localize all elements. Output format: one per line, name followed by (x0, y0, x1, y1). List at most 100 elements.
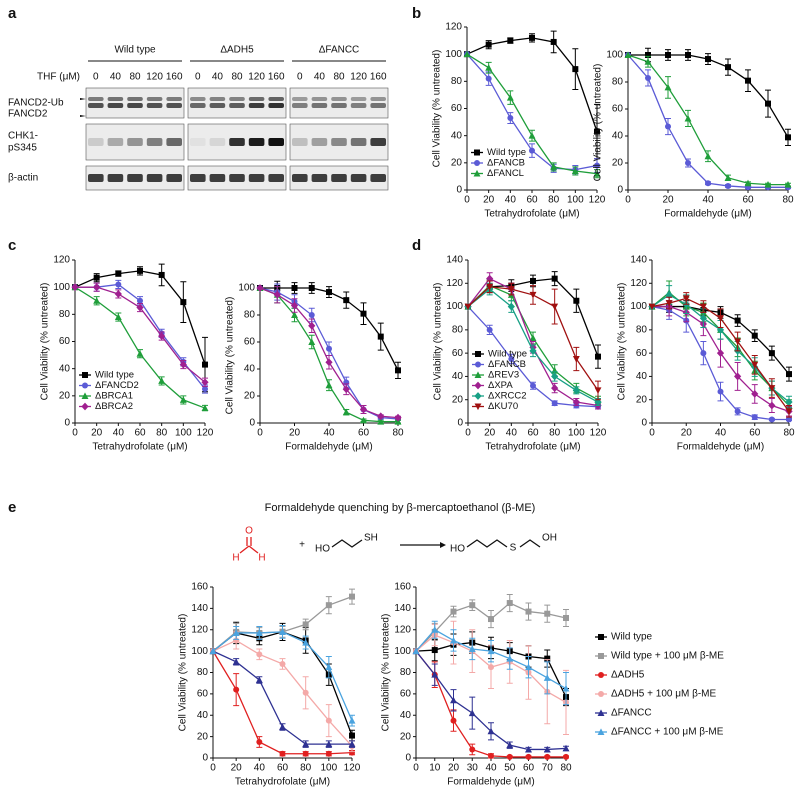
point (751, 332, 758, 339)
point (529, 291, 537, 299)
point (745, 77, 751, 84)
y-tick-label: 80 (244, 310, 256, 321)
blot-band (190, 174, 206, 182)
point (751, 361, 759, 369)
arrow-head (440, 542, 446, 548)
x-tick-label: 20 (484, 428, 496, 439)
point (360, 416, 367, 424)
y-axis-label: Cell Viability (% untreated) (40, 283, 51, 401)
x-tick-label: 60 (749, 428, 761, 439)
point (700, 350, 707, 357)
series (648, 292, 793, 418)
point (785, 134, 791, 141)
blot-band (166, 103, 182, 108)
y-tick-label: 20 (636, 394, 648, 405)
blot-band (229, 103, 245, 108)
legend-marker (82, 372, 88, 378)
blot-band (311, 97, 328, 101)
point (644, 58, 652, 65)
x-axis-label: Tetrahydrofolate (μM) (484, 209, 579, 220)
point (302, 689, 309, 696)
point (377, 412, 385, 421)
point (71, 283, 79, 292)
x-tick-label: 60 (277, 763, 289, 774)
y-tick-label: 40 (197, 710, 209, 721)
y-tick-label: 80 (451, 76, 463, 87)
blot-band (127, 97, 143, 101)
y-tick-label: 0 (64, 418, 70, 429)
atom: OH (542, 533, 557, 544)
legend-label: ΔFANCC (611, 708, 652, 719)
point (525, 745, 532, 753)
point (594, 162, 600, 169)
point (308, 285, 315, 291)
point (725, 64, 731, 71)
point (342, 385, 350, 394)
x-axis-label: Tetrahydrofolate (μM) (235, 777, 330, 788)
point (325, 663, 333, 671)
point (563, 614, 569, 621)
series (71, 283, 209, 412)
y-tick-label: 0 (457, 418, 463, 429)
point (469, 602, 476, 609)
point (302, 621, 309, 628)
point (664, 83, 672, 91)
y-tick-label: 160 (394, 582, 411, 593)
y-tick-label: 160 (191, 582, 208, 593)
blot-band (146, 97, 163, 101)
atom: H (258, 553, 265, 564)
blot-band (209, 97, 226, 101)
y-tick-label: 100 (394, 646, 411, 657)
x-tick-label: 20 (483, 195, 495, 206)
blot-band (268, 138, 284, 146)
point (273, 290, 281, 299)
y-tick-label: 40 (612, 131, 624, 142)
x-tick-label: 100 (568, 428, 585, 439)
blot-band (268, 103, 284, 108)
point (785, 408, 793, 415)
legend-label: ΔXPA (488, 380, 513, 391)
point (529, 346, 537, 355)
x-tick-label: 40 (505, 195, 517, 206)
blot-band (311, 174, 328, 182)
point (450, 717, 457, 724)
blot-band (370, 103, 386, 108)
x-tick-label: 120 (344, 763, 361, 774)
y-axis-label: Cell Viability (% untreated) (381, 614, 392, 732)
point (179, 360, 187, 369)
y-axis-label: Cell Viability (% untreated) (617, 283, 628, 401)
blot-band (331, 103, 347, 108)
x-tick-label: 0 (72, 428, 78, 439)
point (648, 303, 656, 311)
blot-band (127, 103, 143, 108)
point (291, 285, 298, 291)
x-axis-label: Formaldehyde (μM) (664, 209, 751, 220)
blot-band (331, 138, 347, 146)
legend-label: Wild type (487, 147, 526, 158)
blot-row-label: FANCD2-Ub (8, 98, 64, 109)
y-tick-label: 40 (400, 710, 412, 721)
point (571, 167, 579, 174)
series (256, 284, 402, 425)
blot-band (292, 97, 308, 101)
legend-marker (81, 402, 89, 411)
y-tick-label: 60 (452, 348, 464, 359)
point (551, 372, 559, 381)
y-tick-label: 60 (59, 336, 71, 347)
x-tick-label: 60 (358, 428, 370, 439)
point (529, 34, 535, 41)
x-tick-label: 30 (467, 763, 479, 774)
point (486, 326, 493, 333)
y-tick-label: 60 (612, 104, 624, 115)
point (786, 371, 792, 378)
y-tick-label: 140 (394, 603, 411, 614)
point (551, 303, 559, 311)
point (506, 94, 514, 101)
point (256, 738, 263, 745)
point (685, 52, 691, 58)
y-tick-label: 60 (636, 348, 648, 359)
legend-marker (598, 691, 604, 697)
point (431, 647, 438, 654)
point (716, 349, 725, 358)
y-tick-label: 120 (445, 22, 462, 33)
